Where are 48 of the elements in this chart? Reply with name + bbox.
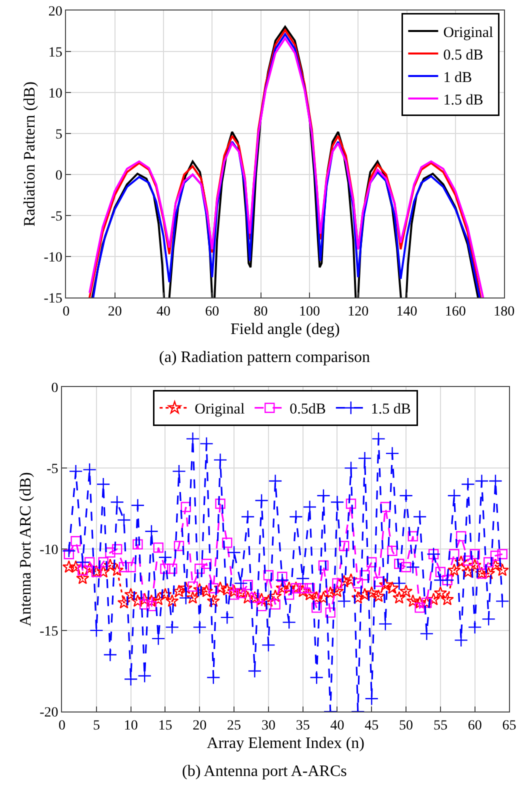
y-tick-label: -20 (40, 706, 58, 721)
legend-label: 0.5 dB (443, 47, 484, 64)
y-tick-label: 5 (55, 127, 62, 142)
x-tick-label: 40 (156, 304, 170, 320)
x-tick-label: 10 (124, 718, 138, 734)
y-tick-label: -10 (44, 250, 62, 266)
legend-label: 1.5 dB (370, 402, 411, 418)
x-tick-label: 60 (468, 718, 482, 734)
x-tick-label: 20 (192, 718, 207, 734)
y-tick-label: -15 (44, 292, 62, 307)
x-tick-label: 40 (330, 718, 344, 734)
y-tick-label: -10 (40, 543, 58, 558)
x-tick-label: 60 (205, 304, 220, 320)
y-tick-label: -15 (40, 624, 58, 640)
y-tick-label: 15 (48, 45, 62, 60)
y-tick-label: -5 (50, 210, 62, 224)
x-tick-label: 45 (364, 718, 379, 734)
y-axis-title: Radiation Pattern (dB) (22, 82, 39, 226)
x-tick-label: 15 (158, 718, 172, 734)
x-tick-label: 120 (348, 304, 369, 320)
y-tick-label: -5 (46, 462, 58, 477)
legend-label: 1.5 dB (443, 92, 484, 108)
y-tick-label: 0 (55, 168, 62, 184)
x-tick-label: 50 (399, 718, 414, 734)
x-tick-label: 65 (502, 718, 516, 734)
text: (a) Radiation pattern comparison (159, 349, 370, 366)
x-tick-label: 5 (92, 718, 100, 734)
x-tick-label: 30 (261, 718, 276, 734)
x-tick-label: 20 (108, 304, 122, 320)
x-tick-label: 100 (298, 304, 320, 320)
x-tick-label: 25 (227, 718, 242, 734)
y-tick-label: 0 (51, 380, 58, 396)
legend-label: 0.5dB (290, 402, 326, 418)
legend-label: Original (194, 402, 245, 418)
y-tick-label: 20 (48, 4, 62, 20)
x-tick-label: 140 (396, 304, 418, 320)
x-tick-label: 55 (433, 718, 448, 734)
text: (b) Antenna port A-ARCs (182, 763, 347, 780)
x-tick-label: 35 (296, 718, 310, 734)
y-tick-label: 10 (48, 86, 62, 102)
x-axis-title: Field angle (deg) (230, 321, 340, 338)
x-tick-label: 180 (494, 304, 515, 320)
legend-label: Original (443, 24, 494, 41)
x-tick-label: 80 (254, 304, 268, 320)
x-axis-title: Array Element Index (n) (206, 735, 364, 752)
x-tick-label: 160 (444, 304, 466, 320)
legend-label: 1 dB (443, 70, 472, 86)
y-axis-title: Antenna Port ARC (dB) (17, 472, 34, 626)
